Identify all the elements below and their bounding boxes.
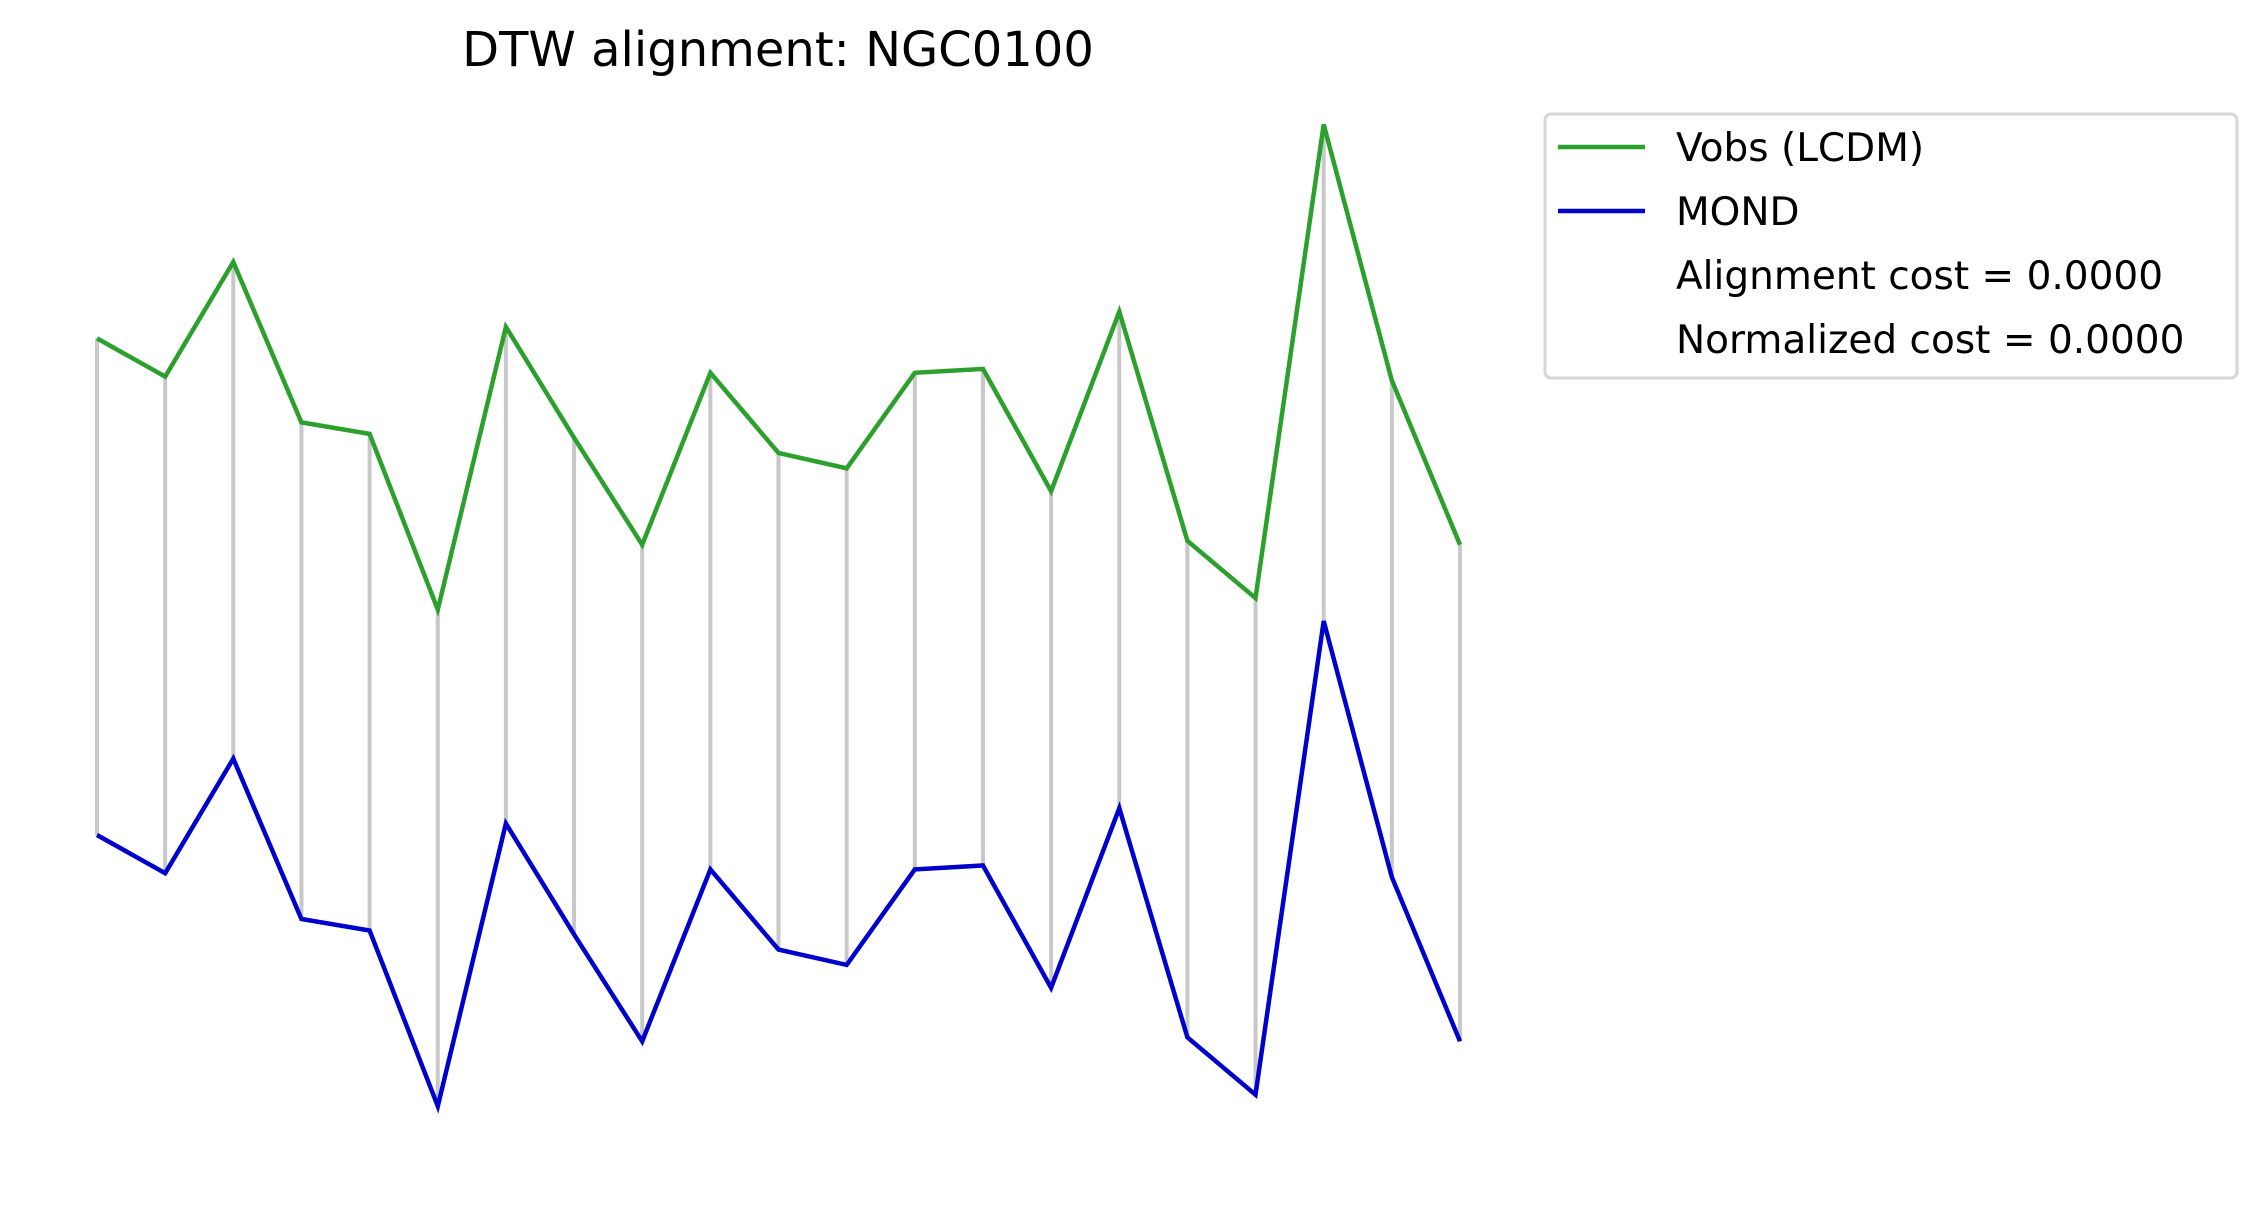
series-layer	[95, 123, 1463, 1114]
legend-label-vobs: Vobs (LCDM)	[1676, 126, 1924, 171]
chart-title: DTW alignment: NGC0100	[462, 22, 1094, 78]
legend-normalized-cost: Normalized cost = 0.0000	[1676, 318, 2184, 363]
series-line-vobs	[95, 123, 1463, 618]
legend-frame	[1543, 112, 2239, 380]
alignment-lines	[95, 124, 1462, 1107]
legend: Vobs (LCDM) MOND Alignment cost = 0.0000…	[1543, 112, 2239, 380]
legend-alignment-cost: Alignment cost = 0.0000	[1676, 254, 2163, 299]
series-line-mond	[95, 620, 1463, 1114]
legend-label-mond: MOND	[1676, 190, 1800, 235]
